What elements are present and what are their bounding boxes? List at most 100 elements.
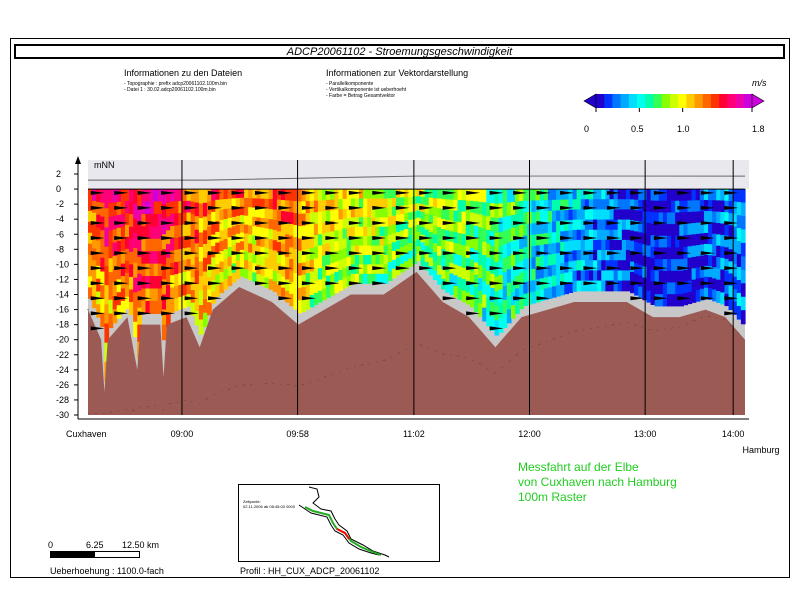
bed-texture — [287, 384, 289, 386]
velocity-cell — [515, 226, 520, 240]
velocity-vector-arrow — [489, 220, 504, 225]
velocity-cell — [597, 189, 602, 200]
velocity-cell — [469, 212, 475, 225]
velocity-cell — [675, 189, 680, 202]
velocity-cell — [699, 266, 705, 279]
velocity-cell — [219, 251, 225, 263]
bed-texture — [613, 324, 615, 326]
velocity-cell — [502, 202, 508, 218]
velocity-vector-arrow — [208, 236, 223, 241]
velocity-cell — [556, 199, 561, 212]
velocity-cell — [297, 238, 303, 252]
velocity-cell — [272, 240, 278, 252]
velocity-cell — [326, 189, 331, 201]
velocity-vector-arrow — [513, 266, 528, 271]
velocity-cell — [186, 294, 192, 307]
velocity-vector-arrow — [184, 281, 199, 286]
velocity-cell — [161, 234, 167, 250]
velocity-cell — [194, 297, 200, 312]
velocity-cell — [166, 285, 171, 300]
velocity-cell — [108, 202, 114, 218]
velocity-cell — [276, 252, 282, 264]
velocity-cell — [207, 214, 212, 228]
velocity-cell — [129, 276, 134, 291]
velocity-cell — [153, 201, 159, 215]
velocity-cell — [174, 249, 179, 263]
velocity-cell — [207, 189, 212, 203]
velocity-cell — [116, 279, 122, 293]
velocity-cell — [342, 258, 348, 269]
velocity-cell — [268, 219, 274, 230]
velocity-cell — [285, 279, 290, 292]
bed-texture — [517, 353, 519, 355]
velocity-cell — [564, 241, 570, 253]
velocity-cell — [198, 319, 204, 335]
velocity-cell — [445, 240, 450, 252]
velocity-cell — [535, 211, 541, 224]
velocity-vector-arrow — [700, 266, 715, 271]
velocity-cell — [137, 189, 142, 207]
river-bed — [88, 271, 745, 415]
velocity-vector-arrow — [513, 190, 528, 195]
velocity-cell — [301, 299, 307, 313]
velocity-cell — [96, 253, 101, 267]
velocity-cell — [576, 260, 582, 271]
velocity-cell — [564, 230, 570, 242]
velocity-cell — [100, 202, 106, 218]
bed-texture — [656, 329, 658, 331]
bed-texture — [707, 315, 709, 318]
velocity-vector-arrow — [700, 220, 715, 225]
velocity-cell — [391, 215, 397, 226]
velocity-vector-arrow — [513, 236, 528, 241]
velocity-cell — [190, 289, 196, 304]
velocity-cell — [408, 212, 413, 221]
bed-texture — [354, 365, 356, 367]
velocity-cell — [354, 236, 360, 247]
velocity-cell — [231, 254, 237, 265]
velocity-vector-arrow — [724, 266, 739, 271]
velocity-cell — [174, 201, 179, 214]
velocity-cell — [383, 236, 389, 247]
velocity-cell — [268, 249, 274, 260]
velocity-cell — [494, 262, 500, 278]
time-tick-label: 12:00 — [518, 429, 541, 439]
velocity-cell — [145, 213, 151, 227]
message-line: von Cuxhaven nach Hamburg — [518, 475, 677, 489]
velocity-vector-arrow — [208, 220, 223, 225]
velocity-cell — [367, 254, 372, 265]
velocity-cell — [112, 269, 118, 284]
velocity-cell — [137, 239, 142, 258]
velocity-vector-arrow — [583, 236, 598, 241]
velocity-cell — [202, 271, 208, 286]
velocity-cell — [625, 189, 631, 200]
velocity-vector-arrow — [700, 190, 715, 195]
velocity-vector-arrow — [161, 281, 176, 286]
velocity-cell — [387, 189, 393, 199]
velocity-cell — [552, 232, 557, 244]
velocity-cell — [712, 289, 717, 302]
velocity-cell — [108, 230, 114, 246]
velocity-cell — [424, 245, 430, 255]
velocity-vector-arrow — [583, 205, 598, 210]
bed-texture — [648, 328, 650, 331]
velocity-cell — [716, 189, 721, 201]
velocity-cell — [104, 323, 110, 344]
velocity-cell — [424, 229, 430, 239]
bed-texture — [235, 385, 238, 388]
velocity-cell — [457, 255, 463, 267]
velocity-cell — [367, 198, 372, 209]
velocity-cell — [207, 302, 212, 316]
velocity-cell — [207, 251, 212, 266]
velocity-vector-arrow — [278, 266, 293, 271]
velocity-cell — [301, 238, 307, 251]
velocity-cell — [531, 268, 537, 281]
velocity-cell — [342, 248, 348, 259]
time-tick-label: 14:00 — [722, 429, 745, 439]
profile-label: Profil : HH_CUX_ADCP_20061102 — [240, 566, 380, 576]
bed-texture — [701, 316, 703, 319]
velocity-cell — [531, 223, 537, 236]
legend-color-cell — [628, 94, 638, 108]
velocity-cell — [695, 233, 701, 246]
velocity-cell — [359, 236, 364, 247]
velocity-cell — [285, 256, 290, 269]
